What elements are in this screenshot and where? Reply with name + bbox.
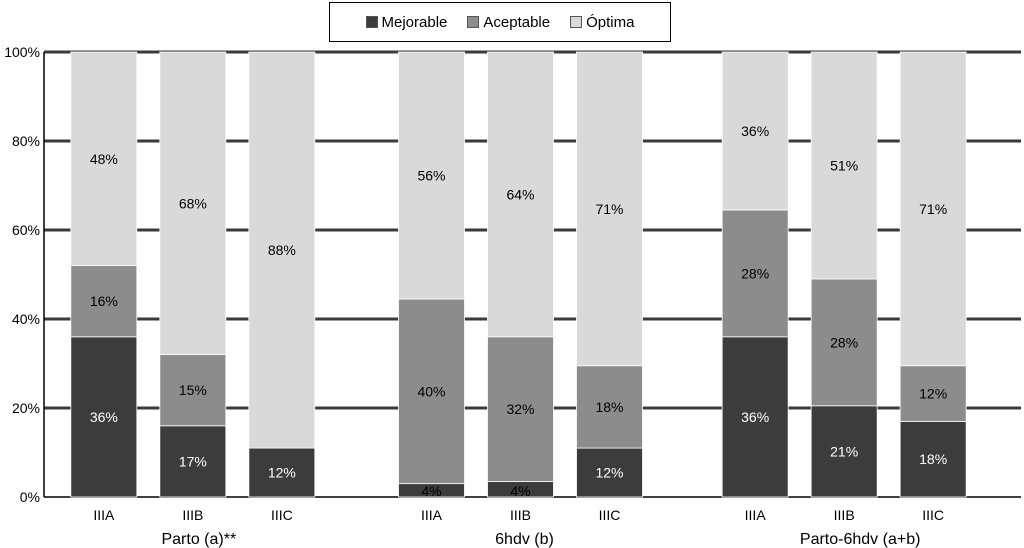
x-tick-label: IIIC [922, 507, 944, 523]
x-tick-label: IIIC [271, 507, 293, 523]
bar-segment [398, 298, 465, 485]
data-label: 68% [179, 195, 207, 211]
legend: Mejorable Aceptable Óptima [329, 2, 671, 42]
data-label: 12% [595, 465, 623, 481]
x-tick-label: IIIA [421, 507, 443, 523]
x-tick-label: IIIB [182, 507, 203, 523]
bar-segment [487, 51, 554, 338]
bar-segment [159, 51, 227, 356]
data-label: 16% [90, 293, 118, 309]
data-label: 48% [90, 151, 118, 167]
data-label: 4% [510, 483, 530, 499]
bar-segment [576, 51, 643, 367]
legend-swatch-aceptable [467, 16, 480, 28]
bar-segment [576, 365, 643, 449]
y-tick-label: 20% [12, 400, 40, 416]
data-label: 12% [268, 465, 296, 481]
y-tick-label: 0% [20, 489, 40, 505]
data-label: 28% [741, 265, 769, 281]
data-label: 17% [179, 453, 207, 469]
legend-item-aceptable: Aceptable [467, 14, 550, 31]
data-label: 51% [830, 157, 858, 173]
bar-segment [248, 447, 316, 498]
legend-label-optima: Óptima [586, 13, 635, 31]
data-label: 36% [90, 409, 118, 425]
x-tick-label: IIIB [834, 507, 855, 523]
data-label: 18% [919, 451, 947, 467]
x-tick-label: IIIA [93, 507, 115, 523]
legend-label-aceptable: Aceptable [483, 13, 551, 31]
bar-segment [576, 447, 643, 498]
legend-item-mejorable: Mejorable [365, 13, 448, 31]
group-label: Parto (a)** [161, 531, 236, 548]
data-label: 12% [919, 386, 947, 402]
data-label: 18% [595, 399, 623, 415]
bar-segment [899, 365, 967, 422]
data-label: 32% [506, 401, 534, 417]
data-label: 71% [595, 201, 623, 217]
bar-segment [248, 51, 316, 449]
legend-swatch-mejorable [365, 16, 378, 28]
group-label: Parto-6hdv (a+b) [800, 531, 921, 548]
bar-segment [810, 278, 878, 407]
x-tick-label: IIIC [599, 507, 621, 523]
legend-swatch-optima [570, 16, 583, 28]
data-label: 40% [417, 383, 445, 399]
bar-segment [398, 51, 465, 300]
data-label: 28% [830, 334, 858, 350]
bar-segment [899, 51, 967, 367]
bar-segment [721, 51, 789, 211]
legend-item-optima: Óptima [570, 14, 634, 31]
data-label: 64% [506, 186, 534, 202]
bar-segment [70, 336, 138, 498]
bar-segment [810, 405, 878, 498]
data-label: 4% [421, 483, 441, 499]
data-label: 36% [741, 123, 769, 139]
bar-segment [159, 354, 227, 427]
bar-segment [899, 420, 967, 498]
data-label: 36% [741, 409, 769, 425]
legend-label-mejorable: Mejorable [381, 13, 448, 31]
data-label: 71% [919, 201, 947, 217]
y-tick-label: 60% [12, 222, 40, 238]
x-tick-label: IIIA [745, 507, 767, 523]
group-label: 6hdv (b) [495, 531, 554, 548]
bar-segment [70, 51, 138, 267]
x-tick-label: IIIB [510, 507, 531, 523]
bar-segment [721, 209, 789, 338]
data-label: 56% [417, 167, 445, 183]
bar-segment [721, 336, 789, 498]
bar-segment [810, 51, 878, 280]
data-label: 88% [268, 242, 296, 258]
bar-segment [487, 336, 554, 482]
data-label: 15% [179, 382, 207, 398]
y-tick-label: 100% [4, 44, 40, 60]
bar-segment [159, 425, 227, 498]
y-tick-label: 40% [12, 311, 40, 327]
data-label: 21% [830, 443, 858, 459]
y-tick-label: 80% [12, 133, 40, 149]
